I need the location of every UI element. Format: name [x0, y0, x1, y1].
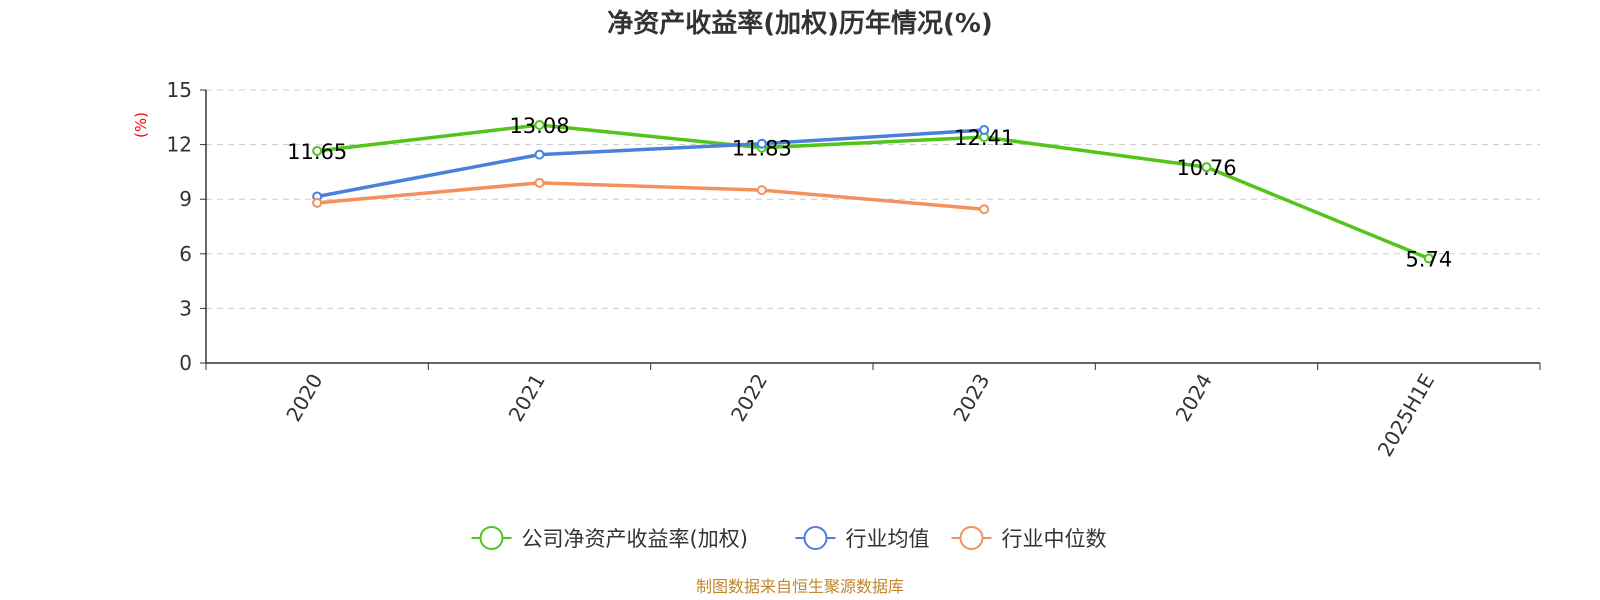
x-tick-label: 2020 — [281, 370, 327, 426]
data-labels: 11.65 13.08 11.83 12.41 10.76 5.74 — [287, 114, 1452, 272]
x-tick-label: 2022 — [726, 370, 772, 426]
series-point-1 — [534, 149, 545, 160]
series-line-0 — [316, 123, 1430, 261]
legend-label-2: 行业中位数 — [1002, 527, 1107, 551]
series-point-1 — [756, 138, 767, 149]
series-lines — [312, 119, 1434, 264]
series-point-2 — [312, 197, 323, 208]
series-point-0 — [534, 119, 545, 130]
legend-label-0: 公司净资产收益率(加权) — [522, 527, 748, 551]
y-tick-label: 12 — [167, 133, 192, 157]
series-point-1 — [979, 125, 990, 136]
grid-lines — [206, 89, 1540, 309]
x-tick-label: 2021 — [504, 370, 550, 426]
series-point-0 — [1423, 253, 1434, 264]
chart-title: 净资产收益率(加权)历年情况(%) — [607, 8, 993, 39]
legend-marker-0 — [479, 526, 504, 550]
y-axis-label: (%) — [132, 112, 150, 138]
y-tick-label: 9 — [179, 187, 192, 211]
y-tick-label: 15 — [167, 78, 192, 102]
y-tick-label: 0 — [179, 351, 192, 375]
legend-marker-2 — [959, 526, 984, 550]
legend-label-1: 行业均值 — [846, 527, 930, 551]
legend-marker-1 — [803, 526, 828, 550]
x-tick-label: 2024 — [1171, 370, 1217, 426]
x-tick-label: 2025H1E — [1373, 370, 1439, 461]
series-point-2 — [756, 185, 767, 196]
axes: 0 3 6 9 12 15 2020 2021 2022 2023 2024 2025H1E — [167, 78, 1541, 461]
data-label: 10.76 — [1176, 156, 1236, 180]
series-line-1 — [316, 128, 985, 199]
data-label: 11.65 — [287, 140, 347, 164]
data-label: 11.83 — [732, 137, 792, 161]
legend[interactable]: 公司净资产收益率(加权) 行业均值 行业中位数 — [471, 526, 1107, 551]
series-point-2 — [534, 177, 545, 188]
series-line-2 — [317, 181, 985, 211]
data-label: 13.08 — [509, 114, 569, 138]
data-label: 12.41 — [954, 126, 1014, 150]
y-tick-label: 6 — [179, 242, 192, 266]
series-point-0 — [1201, 162, 1212, 173]
source-note: 制图数据来自恒生聚源数据库 — [696, 577, 904, 596]
x-tick-label: 2023 — [948, 370, 994, 426]
data-label: 5.74 — [1405, 248, 1452, 272]
series-point-2 — [979, 204, 990, 215]
y-tick-label: 3 — [179, 296, 192, 320]
series-point-0 — [312, 145, 323, 156]
